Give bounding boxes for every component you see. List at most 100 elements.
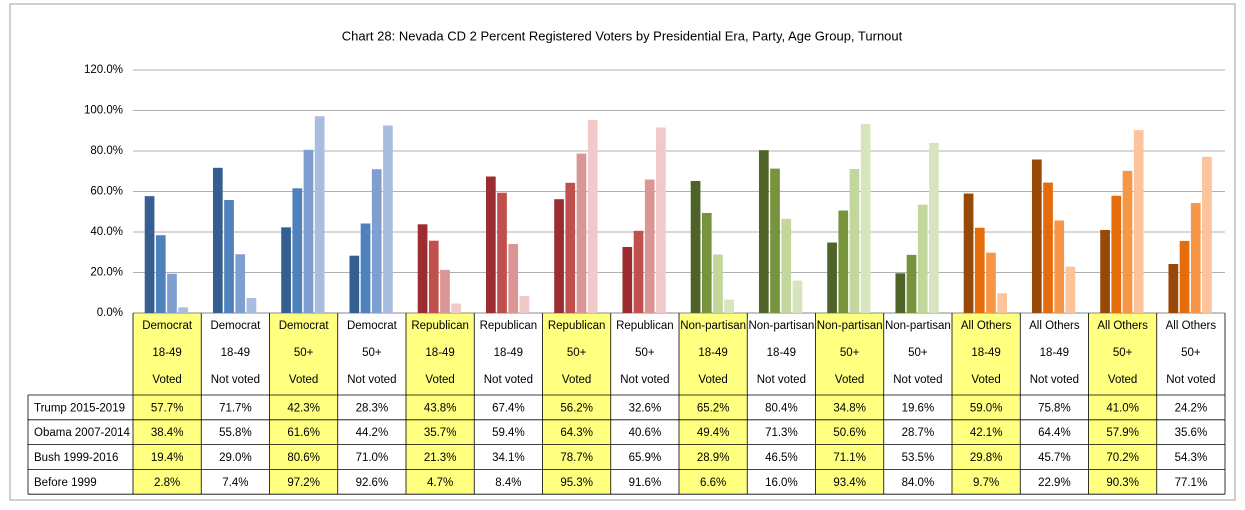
- category-label: Not voted: [757, 374, 806, 386]
- data-label: 29.8%: [970, 452, 1003, 464]
- bar: [929, 142, 939, 313]
- bar: [724, 299, 735, 313]
- data-label: 44.2%: [356, 427, 389, 439]
- bar: [1043, 182, 1053, 313]
- category-label: 18-49: [767, 347, 796, 359]
- bar: [644, 179, 655, 313]
- data-label: 71.0%: [356, 452, 389, 464]
- category-label: Not voted: [211, 374, 260, 386]
- bar: [485, 176, 496, 313]
- bar: [554, 199, 564, 313]
- chart-title: Chart 28: Nevada CD 2 Percent Registered…: [342, 28, 903, 43]
- bar: [713, 254, 723, 313]
- data-label: 8.4%: [495, 477, 521, 489]
- bar: [1100, 229, 1110, 313]
- data-label: 38.4%: [151, 427, 184, 439]
- highlight-cell: [1088, 313, 1157, 495]
- category-label: All Others: [1166, 320, 1217, 332]
- bar: [451, 303, 462, 313]
- category-label: Voted: [289, 374, 318, 386]
- category-label: Democrat: [142, 320, 193, 332]
- data-label: 97.2%: [287, 477, 320, 489]
- highlight-cell: [406, 313, 475, 495]
- data-label: 80.4%: [765, 402, 798, 414]
- data-label: 6.6%: [700, 477, 726, 489]
- data-label: 28.3%: [356, 402, 389, 414]
- category-label: 50+: [1181, 347, 1201, 359]
- category-label: Not voted: [484, 374, 533, 386]
- data-label: 34.8%: [833, 402, 866, 414]
- y-tick-label: 80.0%: [90, 145, 123, 157]
- bar: [1111, 195, 1122, 313]
- category-label: 50+: [294, 347, 314, 359]
- highlight-cell: [815, 313, 884, 495]
- data-label: 71.1%: [833, 452, 866, 464]
- bar: [1031, 159, 1042, 313]
- data-label: 61.6%: [287, 427, 320, 439]
- category-label: Voted: [1108, 374, 1137, 386]
- category-label: Not voted: [1166, 374, 1215, 386]
- bar: [1179, 240, 1190, 313]
- bar: [508, 243, 519, 313]
- data-label: 71.3%: [765, 427, 798, 439]
- category-label: Republican: [411, 320, 469, 332]
- bar: [417, 224, 428, 313]
- bar: [565, 182, 576, 313]
- data-label: 28.9%: [697, 452, 730, 464]
- data-label: 43.8%: [424, 402, 457, 414]
- category-label: 50+: [362, 347, 382, 359]
- data-label: 42.3%: [287, 402, 320, 414]
- bar: [576, 153, 587, 313]
- legend-label: Bush 1999-2016: [34, 452, 118, 464]
- category-label: 18-49: [221, 347, 250, 359]
- data-label: 7.4%: [222, 477, 248, 489]
- category-label: Republican: [480, 320, 538, 332]
- data-label: 93.4%: [833, 477, 866, 489]
- y-tick-label: 0.0%: [97, 307, 123, 319]
- data-label: 22.9%: [1038, 477, 1071, 489]
- bar: [235, 254, 246, 313]
- bar: [349, 255, 360, 313]
- category-label: 50+: [635, 347, 655, 359]
- data-label: 91.6%: [629, 477, 662, 489]
- category-label: Democrat: [210, 320, 261, 332]
- y-tick-label: 20.0%: [90, 267, 123, 279]
- bar: [997, 293, 1008, 313]
- data-label: 56.2%: [560, 402, 593, 414]
- data-label: 28.7%: [902, 427, 935, 439]
- bar: [895, 273, 906, 313]
- category-label: Republican: [548, 320, 606, 332]
- data-label: 41.0%: [1106, 402, 1139, 414]
- category-label: Not voted: [347, 374, 396, 386]
- data-label: 19.4%: [151, 452, 184, 464]
- bar: [906, 254, 917, 313]
- category-label: Voted: [971, 374, 1000, 386]
- highlight-cell: [269, 313, 338, 495]
- data-label: 35.6%: [1175, 427, 1208, 439]
- bar: [827, 242, 837, 313]
- data-label: 49.4%: [697, 427, 730, 439]
- category-label: Non-partisan: [817, 320, 883, 332]
- highlight-cell: [679, 313, 748, 495]
- category-label: All Others: [1029, 320, 1080, 332]
- data-label: 19.6%: [902, 402, 935, 414]
- bar: [1054, 220, 1065, 313]
- bar: [1065, 266, 1076, 313]
- bar: [838, 210, 849, 313]
- data-label: 78.7%: [560, 452, 593, 464]
- legend-label: Obama 2007-2014: [34, 427, 131, 439]
- bar: [212, 167, 223, 313]
- bar: [371, 169, 382, 313]
- legend-label: Before 1999: [34, 477, 97, 489]
- bar: [144, 196, 155, 313]
- bar: [292, 188, 303, 313]
- data-label: 75.8%: [1038, 402, 1071, 414]
- category-label: Non-partisan: [680, 320, 746, 332]
- category-label: 50+: [840, 347, 860, 359]
- category-label: Democrat: [347, 320, 398, 332]
- category-label: Not voted: [620, 374, 669, 386]
- data-label: 71.7%: [219, 402, 252, 414]
- data-label: 2.8%: [154, 477, 180, 489]
- category-label: 50+: [908, 347, 928, 359]
- bar: [701, 212, 712, 313]
